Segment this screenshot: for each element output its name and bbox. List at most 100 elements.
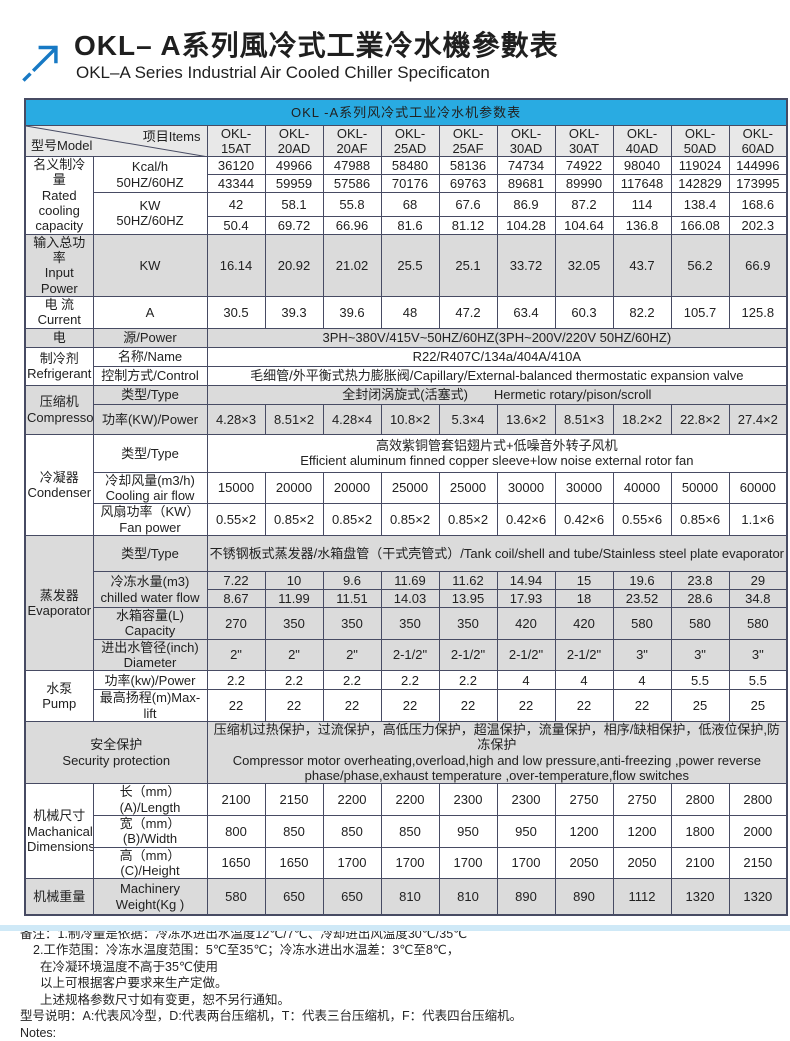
value-cell: 350 <box>438 607 498 640</box>
span-cell: 不锈钢板式蒸发器/水箱盘管（干式壳管式）/Tank coil/shell and… <box>206 535 788 573</box>
value-cell: 166.08 <box>670 215 730 235</box>
value-cell: 2050 <box>612 846 672 880</box>
value-cell: 2-1/2" <box>438 638 498 672</box>
span-cell: 3PH~380V/415V~50HZ/60HZ(3PH~200V/220V 50… <box>206 327 788 348</box>
value-cell: 168.6 <box>728 192 788 217</box>
value-cell: 2" <box>264 638 324 672</box>
value-cell: 59959 <box>264 174 324 194</box>
span-cell: 毛细管/外平衡式热力膨胀阀/Capillary/External-balance… <box>206 365 788 386</box>
value-cell: 0.85×2 <box>264 503 324 537</box>
category-cell: 冷凝器 Condenser <box>24 433 94 537</box>
value-cell: 2750 <box>554 783 614 817</box>
value-cell: 117648 <box>612 174 672 194</box>
table-row: 水泵 Pump 功率(kw)/Power 2.2 2.2 2.2 2.2 2.2 4 4 4 5.5 5… <box>24 670 788 723</box>
table-row: 8.67 11.99 11.51 14.03 13.95 17.93 18 23.52 28.6… <box>25 589 788 609</box>
value-cell: 11.99 <box>264 589 324 609</box>
table-row: 宽（mm）(B)/Width 800 850 850 850 950 950 1200 1200… <box>25 815 788 848</box>
page-subtitle: OKL–A Series Industrial Air Cooled Chill… <box>76 63 490 83</box>
value-cell: 580 <box>206 878 266 916</box>
value-cell: 2.2 <box>438 670 498 691</box>
value-cell: 70176 <box>380 174 440 194</box>
item-cell: KW 50HZ/60HZ <box>92 192 208 235</box>
value-cell: 56.2 <box>670 233 730 298</box>
value-cell: 202.3 <box>728 215 788 235</box>
category-cell: 机械重量 <box>24 878 94 916</box>
value-cell: 1650 <box>206 846 266 880</box>
value-cell: 350 <box>264 607 324 640</box>
value-cell: 2.2 <box>322 670 382 691</box>
item-cell: 水箱容量(L) Capacity <box>92 607 208 640</box>
value-cell: 33.72 <box>496 233 556 298</box>
model-header: OKL- 20AD <box>264 124 324 158</box>
value-cell: 30000 <box>554 471 614 505</box>
value-cell: 2800 <box>670 783 730 817</box>
category-cell: 蒸发器 Evaporator <box>24 535 94 672</box>
model-header: OKL- 30AD <box>496 124 556 158</box>
value-cell: 104.28 <box>496 215 556 235</box>
value-cell: 40000 <box>612 471 672 505</box>
value-cell: 105.7 <box>670 296 730 329</box>
value-cell: 87.2 <box>554 192 614 217</box>
value-cell: 57586 <box>322 174 382 194</box>
value-cell: 36120 <box>206 156 266 176</box>
value-cell: 10.8×2 <box>380 403 440 435</box>
value-cell: 27.4×2 <box>728 403 788 435</box>
note-line: 以上可根据客户要求来生产定做。 <box>40 976 228 991</box>
value-cell: 142829 <box>670 174 730 194</box>
item-cell: 源/Power <box>92 327 208 348</box>
value-cell: 810 <box>438 878 498 916</box>
category-cell: 制冷剂 Refrigerant <box>24 346 94 386</box>
value-cell: 8.51×2 <box>264 403 324 435</box>
value-cell: 2300 <box>438 783 498 817</box>
model-header: OKL- 25AD <box>380 124 440 158</box>
category-cell: 水泵 Pump <box>24 670 94 723</box>
value-cell: 23.8 <box>670 571 730 591</box>
value-cell: 1320 <box>670 878 730 916</box>
value-cell: 21.02 <box>322 233 382 298</box>
diagonal-line <box>26 126 207 157</box>
value-cell: 25.1 <box>438 233 498 298</box>
value-cell: 2050 <box>554 846 614 880</box>
corner-model-label: 型号Model <box>31 137 93 153</box>
value-cell: 34.8 <box>728 589 788 609</box>
value-cell: 0.85×6 <box>670 503 730 537</box>
page-title: OKL– A系列風冷式工業冷水機參數表 <box>74 30 559 61</box>
table-row: 输入总功率 Input Power KW 16.14 20.92 21.02 25.5 25.… <box>24 233 788 298</box>
value-cell: 1200 <box>612 815 672 848</box>
titles: OKL– A系列風冷式工業冷水機參數表 OKL–A Series Industr… <box>74 30 559 83</box>
item-cell: 长（mm）(A)/Length <box>92 783 208 817</box>
value-cell: 8.67 <box>206 589 266 609</box>
model-header: OKL- 25AF <box>438 124 498 158</box>
value-cell: 0.85×2 <box>322 503 382 537</box>
value-cell: 650 <box>322 878 382 916</box>
table-row: 制冷剂 Refrigerant 名称/Name R22/R407C/134a/404A… <box>24 346 788 386</box>
table-row: 冷却风量(m3/h) Cooling air flow 15000 20000 2000… <box>25 471 788 505</box>
model-header: OKL- 15AT <box>206 124 266 158</box>
value-cell: 20.92 <box>264 233 324 298</box>
value-cell: 4.28×4 <box>322 403 382 435</box>
category-cell: 输入总功率 Input Power <box>24 233 94 298</box>
value-cell: 25000 <box>380 471 440 505</box>
value-cell: 2-1/2" <box>380 638 440 672</box>
value-cell: 19.6 <box>612 571 672 591</box>
value-cell: 950 <box>496 815 556 848</box>
value-cell: 2100 <box>206 783 266 817</box>
value-cell: 82.2 <box>612 296 672 329</box>
table-row: 名义制冷量 Rated cooling capacity Kcal/h 50HZ/60HZ… <box>24 156 788 235</box>
value-cell: 1700 <box>438 846 498 880</box>
item-cell: 进出水管径(inch) Diameter <box>92 638 208 672</box>
value-cell: 2-1/2" <box>496 638 556 672</box>
value-cell: 22 <box>554 689 614 723</box>
value-cell: 11.62 <box>438 571 498 591</box>
value-cell: 114 <box>612 192 672 217</box>
value-cell: 39.3 <box>264 296 324 329</box>
value-cell: 58136 <box>438 156 498 176</box>
table-row: 高（mm）(C)/Height 1650 1650 1700 1700 1700 1700 2… <box>25 846 788 880</box>
value-cell: 4.28×3 <box>206 403 266 435</box>
value-cell: 60.3 <box>554 296 614 329</box>
table-row: 进出水管径(inch) Diameter 2" 2" 2" 2-1/2" 2-1/2" 2-1… <box>25 638 788 672</box>
model-header: OKL- 40AD <box>612 124 672 158</box>
value-cell: 14.03 <box>380 589 440 609</box>
table-row: 压缩机 Compressor 类型/Type 全封闭涡旋式(活塞式) Hermetic… <box>24 384 788 435</box>
note-line: Notes: <box>20 1025 57 1040</box>
